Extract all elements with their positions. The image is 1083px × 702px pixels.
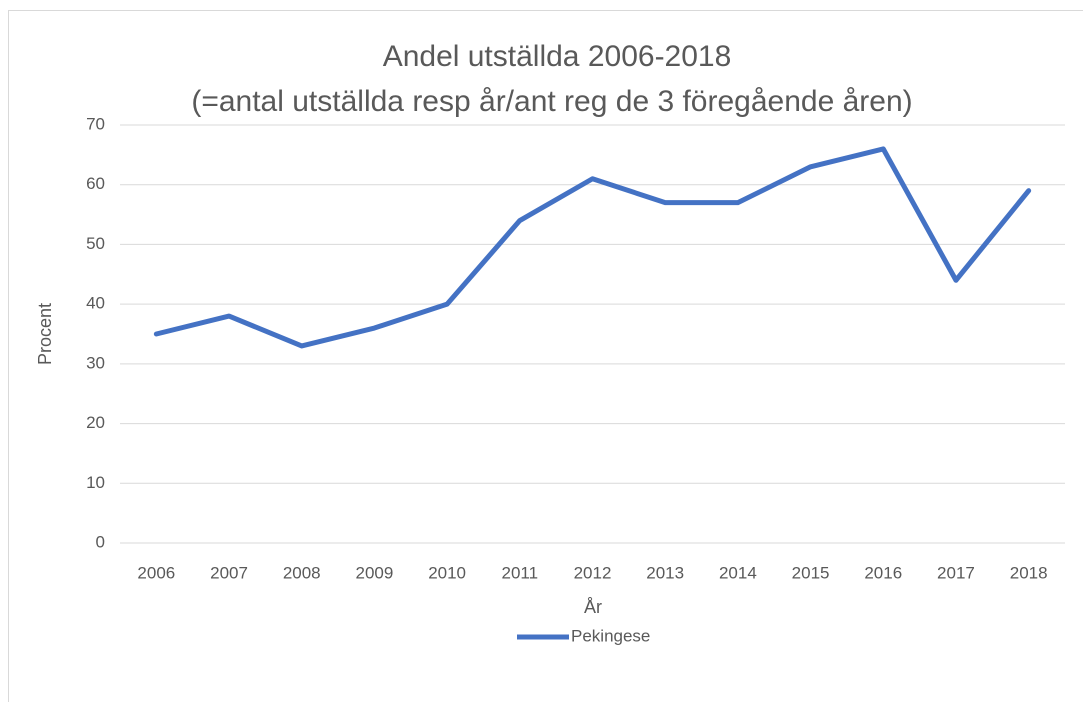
x-tick-label: 2016 [864, 563, 902, 582]
line-series [153, 146, 1032, 349]
y-tick-label: 30 [86, 353, 105, 372]
y-tick-label: 70 [86, 114, 105, 133]
x-tick-label: 2012 [574, 563, 612, 582]
chart-title: Andel utställda 2006-2018 [383, 40, 732, 73]
x-axis-label: År [584, 597, 602, 617]
y-tick-label: 20 [86, 413, 105, 432]
y-tick-label: 60 [86, 174, 105, 193]
x-tick-label: 2014 [719, 563, 757, 582]
x-tick-label: 2008 [283, 563, 321, 582]
x-tick-label: 2006 [137, 563, 175, 582]
chart-subtitle: (=antal utställda resp år/ant reg de 3 f… [191, 85, 912, 118]
y-axis-label: Procent [35, 303, 55, 365]
y-tick-label: 0 [96, 532, 105, 551]
x-tick-label: 2018 [1010, 563, 1048, 582]
x-tick-label: 2013 [646, 563, 684, 582]
x-tick-label: 2009 [356, 563, 394, 582]
y-tick-label: 10 [86, 473, 105, 492]
x-tick-label: 2007 [210, 563, 248, 582]
x-tick-label: 2017 [937, 563, 975, 582]
legend-label: Pekingese [571, 626, 650, 645]
x-tick-label: 2011 [502, 563, 539, 582]
chart-border [8, 10, 1083, 702]
x-tick-label: 2010 [428, 563, 466, 582]
x-tick-label: 2015 [792, 563, 830, 582]
y-tick-label: 40 [86, 294, 105, 313]
y-tick-label: 50 [86, 234, 105, 253]
